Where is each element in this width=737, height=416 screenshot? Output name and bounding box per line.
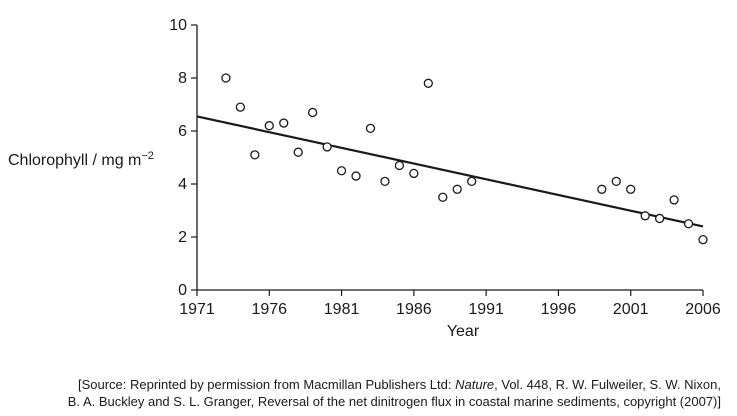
x-tick-label: 2006 bbox=[685, 301, 721, 318]
data-point bbox=[452, 184, 462, 194]
y-tick-label: 10 bbox=[169, 17, 187, 34]
data-point bbox=[293, 147, 303, 157]
data-point bbox=[597, 184, 607, 194]
x-tick-label: 1976 bbox=[251, 301, 287, 318]
x-tick-label: 1971 bbox=[179, 301, 215, 318]
data-point bbox=[322, 142, 332, 152]
data-points bbox=[221, 73, 708, 245]
data-point bbox=[365, 123, 376, 134]
data-point bbox=[467, 176, 477, 187]
y-axis-title-superscript: −2 bbox=[141, 150, 154, 162]
source-line-1-post: , Vol. 448, R. W. Fulweiler, S. W. Nixon… bbox=[494, 377, 721, 392]
data-point bbox=[409, 168, 419, 179]
data-point bbox=[394, 160, 405, 171]
trend-line-group bbox=[196, 115, 704, 228]
axes: 0 2 4 6 8 10 1971 1976 1981 1986 1991 1996 2001 2006 bbox=[169, 17, 721, 318]
trend-line bbox=[196, 115, 704, 228]
y-tick-label: 8 bbox=[178, 70, 187, 87]
source-journal: Nature bbox=[455, 377, 495, 392]
data-point bbox=[683, 219, 694, 229]
data-point bbox=[698, 234, 708, 245]
data-point bbox=[438, 192, 448, 202]
data-point bbox=[640, 211, 650, 221]
data-point bbox=[336, 166, 347, 176]
x-tick-label: 1991 bbox=[468, 301, 504, 318]
source-line-1-pre: [Source: Reprinted by permission from Ma… bbox=[77, 377, 456, 392]
data-point bbox=[626, 184, 636, 194]
source-line-2: B. A. Buckley and S. L. Granger, Reversa… bbox=[67, 394, 721, 409]
x-tick-label: 1996 bbox=[541, 301, 577, 318]
y-axis-title: Chlorophyll / mg m−2 bbox=[8, 150, 154, 169]
data-point bbox=[279, 118, 289, 128]
y-tick-label: 0 bbox=[178, 282, 187, 299]
y-tick-label: 6 bbox=[178, 123, 187, 140]
data-point bbox=[235, 102, 246, 112]
source-line-1: [Source: Reprinted by permission from Ma… bbox=[0, 376, 737, 393]
x-tick-label: 1986 bbox=[396, 301, 432, 318]
data-point bbox=[308, 107, 318, 118]
y-tick-label: 2 bbox=[178, 229, 187, 246]
y-tick-label: 4 bbox=[178, 176, 187, 193]
data-point bbox=[250, 150, 260, 160]
data-point bbox=[654, 213, 665, 224]
data-point bbox=[264, 121, 274, 131]
data-point bbox=[221, 73, 231, 83]
data-point bbox=[380, 176, 390, 187]
x-tick-label: 2001 bbox=[613, 301, 649, 318]
data-point bbox=[423, 78, 433, 88]
y-axis-title-text: Chlorophyll / mg m bbox=[8, 152, 141, 169]
x-tick-label: 1981 bbox=[324, 301, 360, 318]
source-citation: [Source: Reprinted by permission from Ma… bbox=[0, 376, 737, 410]
x-axis-title: Year bbox=[447, 323, 480, 340]
data-point bbox=[351, 171, 361, 181]
data-point bbox=[669, 195, 679, 205]
data-point bbox=[611, 176, 621, 187]
